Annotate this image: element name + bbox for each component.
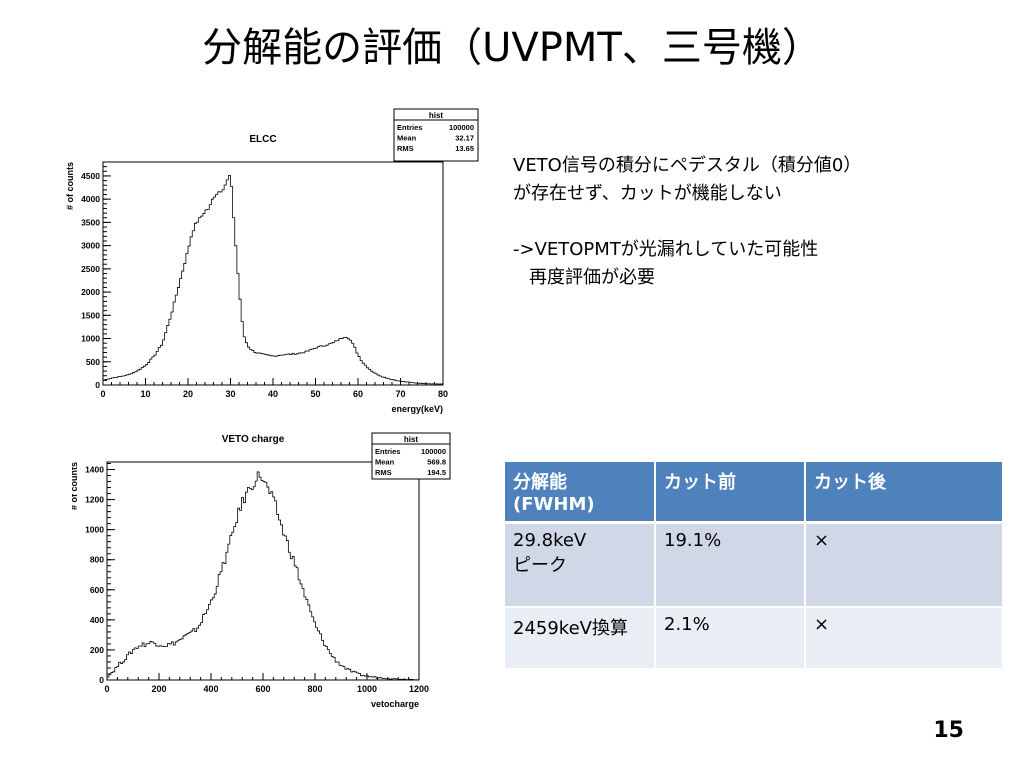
y-tick-label: 1000	[85, 525, 104, 535]
plot-frame	[106, 461, 420, 681]
x-tick-label: 600	[255, 684, 270, 694]
stats-value: 32.17	[455, 134, 474, 143]
x-tick-label: 1200	[409, 684, 429, 694]
y-tick-label: 4000	[81, 194, 100, 204]
plot-frame	[102, 161, 444, 386]
stats-label: RMS	[397, 144, 414, 153]
stats-box: hist Entries 100000 Mean 32.17 RMS 13.65	[393, 108, 479, 162]
y-tick-label: 1000	[81, 334, 100, 344]
y-tick-label: 1500	[81, 310, 100, 320]
elcc-histogram: ELCC 0 10 20 30 40 50 60 70 80 0 500 1000 1500 2000 250…	[60, 104, 490, 424]
x-tick-label: 70	[395, 389, 405, 399]
y-tick-label: 500	[86, 357, 100, 367]
y-tick-label: 3500	[81, 217, 100, 227]
y-tick-label: 3000	[81, 241, 100, 251]
x-axis-label: vetocharge	[371, 699, 419, 709]
y-tick-label: 2000	[81, 287, 100, 297]
x-tick-label: 1000	[357, 684, 377, 694]
table-header-row: 分解能 (FWHM) カット前 カット後	[505, 462, 1002, 524]
x-tick-label: 20	[183, 389, 193, 399]
stats-value: 100000	[421, 447, 446, 456]
stats-label: Mean	[375, 458, 395, 467]
stats-box-frame	[393, 108, 479, 162]
table-cell-peak: 29.8keV ピーク	[505, 522, 656, 608]
table-cell-before: 2.1%	[655, 607, 806, 670]
table-cell-converted: 2459keV換算	[505, 607, 656, 670]
x-tick-label: 800	[307, 684, 322, 694]
note-line-2: が存在せず、カットが機能しない	[513, 183, 782, 204]
resolution-table: 分解能 (FWHM) カット前 カット後 29.8keV ピーク 19.1% ×…	[505, 462, 1002, 670]
stats-value: 569.8	[427, 458, 446, 467]
x-tick-label: 400	[203, 684, 218, 694]
x-tick-label: 10	[140, 389, 150, 399]
x-axis-label: energy(keV)	[391, 404, 443, 414]
table-row: 2459keV換算 2.1% ×	[505, 607, 1002, 670]
stats-box-frame	[371, 432, 451, 480]
stats-value: 13.65	[455, 144, 474, 153]
veto-charge-histogram: VETO charge 0 200 400 600 800 1000 1200 0 200 400 6…	[72, 430, 472, 715]
plot-title: ELCC	[249, 134, 276, 145]
x-tick-label: 30	[225, 389, 235, 399]
stats-name: hist	[404, 435, 419, 444]
x-tick-label: 60	[353, 389, 363, 399]
y-tick-label: 800	[90, 555, 104, 565]
stats-label: Mean	[397, 134, 417, 143]
stats-label: Entries	[397, 123, 422, 132]
note-line-1: VETO信号の積分にペデスタル（積分値0）	[513, 155, 862, 176]
x-tick-label: 50	[310, 389, 320, 399]
y-tick-label: 200	[90, 645, 104, 655]
y-tick-label: 1200	[85, 495, 104, 505]
stats-name: hist	[429, 111, 444, 120]
stats-box: hist Entries 100000 Mean 569.8 RMS 194.5	[371, 432, 451, 480]
histogram-svg: VETO charge 0 200 400 600 800 1000 1200 0 200 400 6…	[72, 432, 451, 709]
y-tick-label: 2500	[81, 264, 100, 274]
notes-text: VETO信号の積分にペデスタル（積分値0） が存在せず、カットが機能しない ->…	[513, 152, 983, 292]
table-cell-after: ×	[805, 607, 1002, 670]
x-tick-label: 0	[104, 684, 109, 694]
stats-label: Entries	[375, 447, 400, 456]
x-tick-label: 200	[151, 684, 166, 694]
stats-value: 100000	[449, 123, 474, 132]
table-cell-before: 19.1%	[655, 522, 806, 608]
stats-label: RMS	[375, 468, 392, 477]
note-line-4: 再度評価が必要	[529, 267, 655, 288]
plot-title: VETO charge	[222, 434, 285, 445]
note-line-3: ->VETOPMTが光漏れしていた可能性	[513, 239, 819, 260]
table-header-after-cut: カット後	[805, 462, 1002, 524]
x-tick-label: 0	[100, 389, 105, 399]
y-tick-label: 400	[90, 615, 104, 625]
table-row: 29.8keV ピーク 19.1% ×	[505, 522, 1002, 608]
table-cell-after: ×	[805, 522, 1002, 608]
note-spacer	[513, 208, 983, 236]
y-tick-label: 0	[99, 675, 104, 685]
y-tick-label: 0	[95, 380, 100, 390]
page-number: 15	[933, 718, 964, 743]
x-tick-label: 80	[438, 389, 448, 399]
y-tick-label: 600	[90, 585, 104, 595]
table-header-before-cut: カット前	[655, 462, 806, 524]
slide-title: 分解能の評価（UVPMT、三号機）	[202, 25, 822, 71]
y-tick-label: 1400	[85, 465, 104, 475]
y-axis-label: # of counts	[72, 462, 79, 510]
y-axis-label: # of counts	[65, 162, 75, 210]
y-tick-label: 4500	[81, 171, 100, 181]
x-tick-label: 40	[268, 389, 278, 399]
histogram-series	[102, 174, 444, 385]
stats-value: 194.5	[427, 468, 446, 477]
histogram-svg: ELCC 0 10 20 30 40 50 60 70 80 0 500 1000 1500 2000 250…	[65, 108, 479, 414]
histogram-series	[106, 471, 420, 681]
table-header-resolution: 分解能 (FWHM)	[505, 462, 656, 524]
